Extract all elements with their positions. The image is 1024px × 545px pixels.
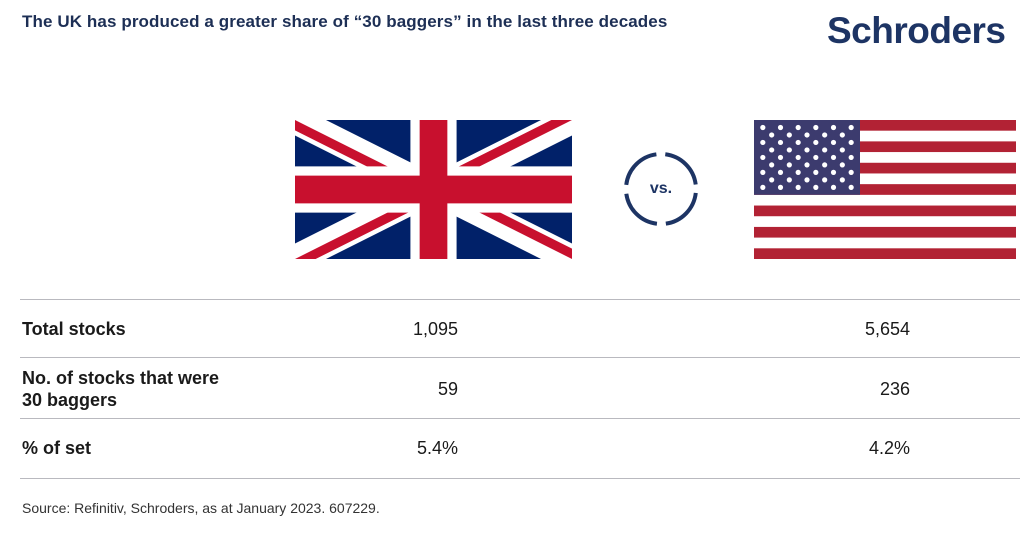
- us-total-stocks: 5,654: [864, 319, 910, 339]
- table-rule-top: [20, 299, 1020, 300]
- uk-flag-icon: [295, 120, 572, 259]
- row-label-percent-of-set: % of set: [22, 438, 92, 458]
- row-label-30-baggers: No. of stocks that were 30 baggers: [22, 368, 220, 410]
- table-rule-bottom: [20, 478, 1020, 479]
- source-note: Source: Refinitiv, Schroders, as at Janu…: [22, 500, 380, 516]
- us-flag-icon: [754, 120, 1016, 259]
- uk-total-stocks: 1,095: [412, 319, 458, 339]
- schroders-logo: Schroders: [827, 10, 1006, 51]
- table-rule: [20, 418, 1020, 419]
- uk-30-baggers: 59: [437, 379, 458, 399]
- table-rule: [20, 357, 1020, 358]
- us-percent-of-set: 4.2%: [868, 438, 910, 458]
- vs-label: vs.: [649, 180, 673, 197]
- page-title: The UK has produced a greater share of “…: [22, 12, 668, 31]
- us-30-baggers: 236: [879, 379, 910, 399]
- vs-badge: vs.: [621, 149, 701, 229]
- uk-percent-of-set: 5.4%: [416, 438, 458, 458]
- row-label-total-stocks: Total stocks: [22, 319, 126, 339]
